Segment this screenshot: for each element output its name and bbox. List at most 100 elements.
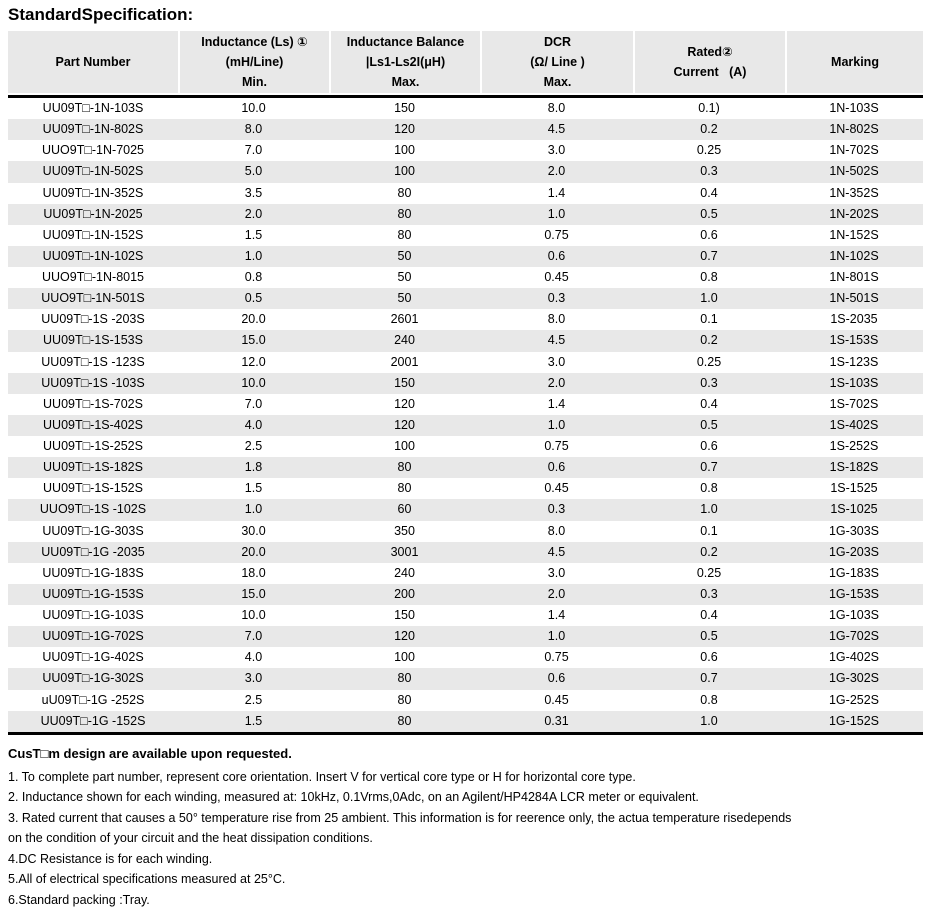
part-number-cell: UU09T□-1G-402S: [42, 650, 144, 665]
table-row: uU09T□-1G -252S 2.5 80 0.45 0.8 1G-252S: [8, 689, 923, 711]
inductance-min-cell: 12.0: [241, 354, 266, 369]
rated-current-cell: 0.7: [700, 460, 718, 475]
rated-current-cell: 0.3: [700, 164, 718, 179]
table-body: UU09T□-1N-103S 10.0 150 8.0 0.1) 1N-103S UU09T…: [8, 98, 923, 732]
table-row: UU09T□-1S-402S 4.0 120 1.0 0.5 1S-402S: [8, 414, 923, 436]
inductance-balance-cell: 120: [394, 417, 415, 432]
dcr-max-cell: 1.4: [547, 608, 566, 623]
dcr-max-cell: 4.5: [547, 544, 566, 559]
inductance-min-cell: 20.0: [241, 544, 266, 559]
table-row: UU09T□-1S-152S 1.5 80 0.45 0.8 1S-1525: [8, 478, 923, 500]
inductance-min-cell: 3.5: [244, 185, 263, 200]
part-number-cell: UU09T□-1N-102S: [42, 248, 144, 263]
dcr-max-cell: 3.0: [547, 143, 566, 158]
part-number-cell: UU09T□-1G-103S: [42, 608, 144, 623]
table-row: UU09T□-1S-153S 15.0 240 4.5 0.2 1S-153S: [8, 330, 923, 352]
dcr-max-cell: 3.0: [547, 354, 566, 369]
inductance-balance-cell: 3001: [390, 544, 419, 559]
header-inductance-balance: Inductance Balance |Ls1-Ls2I(μH) Max.: [329, 31, 480, 93]
header-rated-current: Rated② Current (A): [633, 31, 785, 93]
footnotes-section: CusT□m design are available upon request…: [8, 746, 918, 910]
rated-current-cell: 0.4: [700, 396, 718, 411]
marking-cell: 1N-102S: [829, 248, 879, 263]
inductance-balance-cell: 100: [394, 143, 415, 158]
header-line: Inductance (Ls) ①: [201, 35, 308, 49]
inductance-min-cell: 20.0: [241, 312, 266, 327]
marking-cell: 1G-152S: [828, 713, 880, 728]
rated-current-cell: 0.3: [700, 375, 718, 390]
inductance-balance-cell: 50: [397, 270, 412, 285]
notes-list: 1. To complete part number, represent co…: [8, 767, 918, 910]
marking-cell: 1G-402S: [828, 650, 880, 665]
inductance-min-cell: 1.0: [244, 502, 263, 517]
rated-current-cell: 0.6: [700, 650, 718, 665]
inductance-min-cell: 2.5: [244, 439, 263, 454]
inductance-balance-cell: 80: [397, 185, 412, 200]
part-number-cell: uU09T□-1G -252S: [41, 692, 145, 707]
part-number-cell: UU09T□-1S-702S: [43, 396, 143, 411]
header-line: Part Number: [55, 55, 131, 69]
part-number-cell: UU09T□-1N-103S: [42, 101, 144, 116]
rated-current-cell: 0.25: [696, 354, 722, 369]
rated-current-cell: 0.4: [700, 185, 718, 200]
part-number-cell: UU09T□-1G -2035: [41, 544, 145, 559]
part-number-cell: UU09T□-1G-153S: [42, 586, 144, 601]
rated-current-cell: 0.4: [700, 608, 718, 623]
header-line: DCR: [543, 35, 572, 49]
dcr-max-cell: 1.0: [547, 629, 566, 644]
dcr-max-cell: 1.0: [547, 206, 566, 221]
header-line: (mH/Line): [225, 55, 284, 69]
header-part-number: Part Number: [8, 31, 178, 93]
table-row: UU09T□-1N-502S 5.0 100 2.0 0.3 1N-502S: [8, 161, 923, 183]
rated-current-cell: 0.8: [700, 481, 718, 496]
rated-current-cell: 0.2: [700, 122, 718, 137]
rated-current-cell: 0.1: [700, 523, 718, 538]
inductance-min-cell: 10.0: [241, 375, 266, 390]
rated-current-cell: 0.25: [696, 143, 722, 158]
rated-current-cell: 0.2: [700, 544, 718, 559]
inductance-balance-cell: 150: [394, 101, 415, 116]
part-number-cell: UUO9T□-1N-501S: [41, 291, 145, 306]
part-number-cell: UU09T□-1S-402S: [43, 417, 143, 432]
rated-current-cell: 0.7: [700, 248, 718, 263]
inductance-balance-cell: 80: [397, 713, 412, 728]
inductance-balance-cell: 80: [397, 671, 412, 686]
inductance-balance-cell: 120: [394, 122, 415, 137]
inductance-min-cell: 4.0: [244, 650, 263, 665]
inductance-min-cell: 1.8: [244, 460, 263, 475]
part-number-cell: UUO9T□-1N-8015: [41, 270, 145, 285]
part-number-cell: UU09T□-1G -152S: [40, 713, 146, 728]
table-row: UU09T□-1S-252S 2.5 100 0.75 0.6 1S-252S: [8, 436, 923, 458]
footnote: 1. To complete part number, represent co…: [8, 769, 636, 784]
part-number-cell: UU09T□-1S -123S: [41, 354, 145, 369]
table-row: UU09T□-1G-153S 15.0 200 2.0 0.3 1G-153S: [8, 583, 923, 605]
inductance-balance-cell: 2601: [390, 312, 419, 327]
inductance-min-cell: 2.0: [244, 206, 263, 221]
table-row: UU09T□-1N-102S 1.0 50 0.6 0.7 1N-102S: [8, 245, 923, 267]
rated-current-cell: 0.5: [700, 417, 718, 432]
marking-cell: 1N-501S: [829, 291, 879, 306]
rated-current-cell: 0.25: [696, 565, 722, 580]
page-title: StandardSpecification:: [8, 5, 194, 24]
table-row: UU09T□-1S-182S 1.8 80 0.6 0.7 1S-182S: [8, 457, 923, 479]
marking-cell: 1N-202S: [829, 206, 879, 221]
dcr-max-cell: 2.0: [547, 375, 566, 390]
rated-current-cell: 1.0: [700, 713, 718, 728]
inductance-balance-cell: 240: [394, 333, 415, 348]
inductance-min-cell: 7.0: [244, 396, 263, 411]
dcr-max-cell: 0.31: [544, 713, 569, 728]
inductance-min-cell: 4.0: [244, 417, 263, 432]
part-number-cell: UU09T□-1S-153S: [43, 333, 143, 348]
rated-current-cell: 0.6: [700, 439, 718, 454]
dcr-max-cell: 4.5: [547, 333, 566, 348]
inductance-balance-cell: 80: [397, 692, 412, 707]
inductance-balance-cell: 80: [397, 481, 412, 496]
marking-cell: 1G-303S: [828, 523, 880, 538]
inductance-balance-cell: 120: [394, 396, 415, 411]
part-number-cell: UU09T□-1G-702S: [42, 629, 144, 644]
part-number-cell: UU09T□-1S-152S: [43, 481, 143, 496]
part-number-cell: UU09T□-1N-2025: [43, 206, 143, 221]
inductance-balance-cell: 50: [397, 291, 412, 306]
marking-cell: 1G-183S: [828, 565, 880, 580]
dcr-max-cell: 0.75: [544, 439, 569, 454]
